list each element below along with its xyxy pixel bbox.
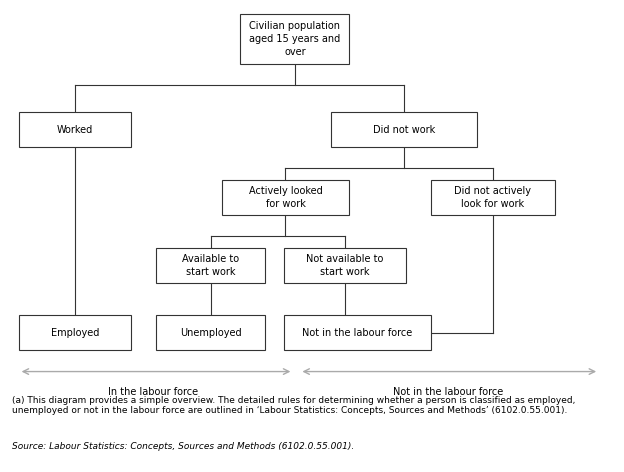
Bar — [284, 248, 406, 283]
Text: Did not work: Did not work — [373, 125, 435, 135]
Bar — [222, 180, 349, 215]
Text: Worked: Worked — [57, 125, 93, 135]
Text: Available to
start work: Available to start work — [182, 253, 239, 277]
Text: Not available to
start work: Not available to start work — [306, 253, 383, 277]
Text: Did not actively
look for work: Did not actively look for work — [454, 186, 532, 209]
Text: Actively looked
for work: Actively looked for work — [248, 186, 323, 209]
Bar — [19, 315, 131, 350]
Bar — [19, 112, 131, 147]
Bar — [156, 248, 265, 283]
Text: Civilian population
aged 15 years and
over: Civilian population aged 15 years and ov… — [249, 20, 341, 57]
Bar — [331, 112, 477, 147]
Text: Source: Labour Statistics: Concepts, Sources and Methods (6102.0.55.001).: Source: Labour Statistics: Concepts, Sou… — [12, 442, 354, 451]
Bar — [431, 180, 555, 215]
Text: Employed: Employed — [51, 328, 99, 338]
Text: (a) This diagram provides a simple overview. The detailed rules for determining : (a) This diagram provides a simple overv… — [12, 396, 576, 415]
Bar — [240, 14, 349, 64]
Text: Unemployed: Unemployed — [180, 328, 241, 338]
Text: In the labour force: In the labour force — [108, 387, 198, 397]
Bar — [284, 315, 431, 350]
Text: Not in the labour force: Not in the labour force — [393, 387, 503, 397]
Text: Not in the labour force: Not in the labour force — [302, 328, 412, 338]
Bar — [156, 315, 265, 350]
